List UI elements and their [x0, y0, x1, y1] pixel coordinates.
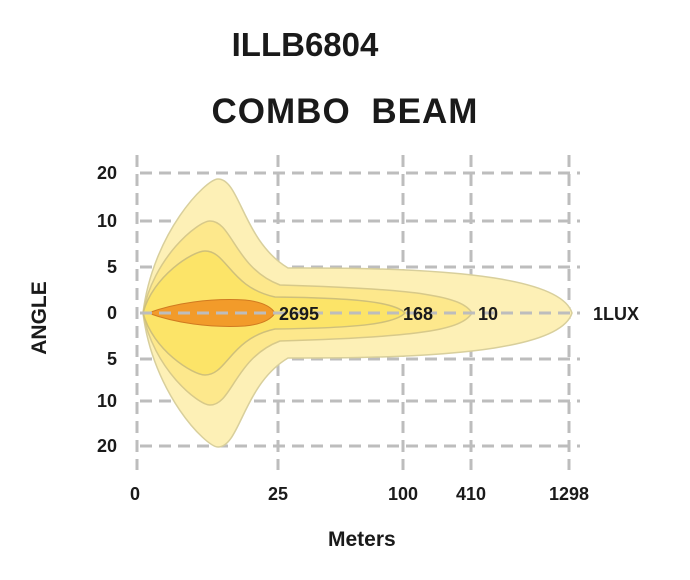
- y-tick-label: 5: [107, 349, 117, 369]
- y-tick-label: 5: [107, 257, 117, 277]
- y-axis-label: ANGLE: [28, 281, 51, 355]
- y-tick-label: 10: [97, 211, 117, 231]
- chart-subtitle: COMBO BEAM: [211, 92, 479, 131]
- contour-label: 2695: [279, 304, 319, 324]
- x-tick-label: 100: [388, 484, 418, 504]
- y-tick-label: 10: [97, 391, 117, 411]
- contour-label: 1LUX: [593, 304, 639, 324]
- y-tick-label: 20: [97, 436, 117, 456]
- y-tick-label: 20: [97, 163, 117, 183]
- y-tick-label: 0: [107, 303, 117, 323]
- x-tick-label: 410: [456, 484, 486, 504]
- x-tick-label: 25: [268, 484, 288, 504]
- x-axis-label: Meters: [328, 528, 396, 551]
- contour-label: 10: [478, 304, 498, 324]
- x-tick-label: 0: [130, 484, 140, 504]
- chart-title: ILLB6804: [231, 26, 379, 63]
- x-tick-label: 1298: [549, 484, 589, 504]
- y-tick-labels: 20 10 5 0 5 10 20: [97, 163, 117, 456]
- contour-labels: 1LUX 10 168 2695: [279, 304, 639, 324]
- x-tick-labels: 0 25 100 410 1298: [130, 484, 589, 504]
- contour-label: 168: [403, 304, 433, 324]
